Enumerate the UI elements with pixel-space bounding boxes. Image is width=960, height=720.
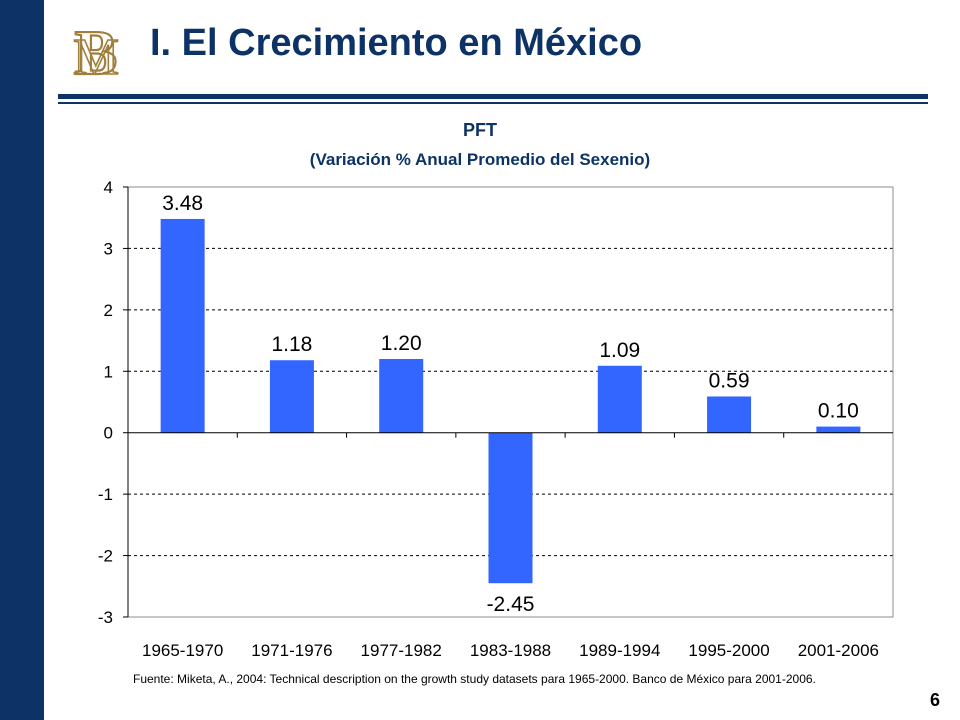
source-note: Fuente: Miketa, A., 2004: Technical desc… bbox=[133, 672, 816, 686]
title-rule-thin bbox=[58, 102, 928, 104]
x-tick-label: 1971-1976 bbox=[251, 641, 332, 660]
x-tick-label: 1989-1994 bbox=[579, 641, 660, 660]
chart-subtitle: (Variación % Anual Promedio del Sexenio) bbox=[309, 150, 651, 169]
bar bbox=[160, 218, 205, 433]
bar bbox=[488, 432, 533, 584]
data-label: 0.59 bbox=[709, 369, 750, 392]
data-label: 0.10 bbox=[818, 400, 859, 423]
x-tick-label: 1983-1988 bbox=[470, 641, 551, 660]
title-rule-thick bbox=[58, 94, 928, 99]
bar bbox=[597, 365, 642, 433]
x-tick-label: 1977-1982 bbox=[361, 641, 442, 660]
bar bbox=[816, 426, 861, 433]
logo-letter-b: B bbox=[75, 17, 118, 86]
bars bbox=[160, 218, 861, 584]
axes bbox=[123, 186, 894, 618]
sidebar-band bbox=[0, 0, 44, 720]
x-tick-label: 1965-1970 bbox=[142, 641, 223, 660]
y-tick-label: 0 bbox=[104, 424, 113, 443]
y-tick-label: 3 bbox=[104, 239, 113, 258]
data-label: 1.20 bbox=[381, 332, 422, 355]
bar bbox=[269, 360, 314, 433]
page-number: 6 bbox=[930, 690, 941, 710]
y-tick-label: -3 bbox=[98, 608, 113, 627]
y-tick-label: -2 bbox=[98, 547, 113, 566]
bar bbox=[707, 396, 752, 433]
chart-title: PFT bbox=[463, 120, 497, 140]
data-label: 1.09 bbox=[599, 339, 640, 362]
bar-chart: 4 3 2 1 0 -1 -2 -3 3.48 1965-1970 1.18 1971-1976 1.2… bbox=[98, 178, 894, 660]
slide-title: I. El Crecimiento en México bbox=[150, 22, 643, 64]
logo-letter-m: M bbox=[73, 29, 119, 86]
data-label: 1.18 bbox=[271, 333, 312, 356]
data-label: -2.45 bbox=[487, 593, 535, 616]
y-tick-label: -1 bbox=[98, 485, 113, 504]
x-tick-label: 1995-2000 bbox=[688, 641, 769, 660]
y-tick-label: 2 bbox=[104, 301, 113, 320]
y-tick-label: 4 bbox=[104, 178, 113, 197]
grid-lines bbox=[128, 247, 893, 557]
bank-logo: B M bbox=[72, 16, 120, 86]
labels: 4 3 2 1 0 -1 -2 -3 3.48 1965-1970 1.18 1971-1976 1.2… bbox=[98, 178, 879, 660]
y-tick-label: 1 bbox=[104, 362, 113, 381]
data-label: 3.48 bbox=[162, 192, 203, 215]
bar bbox=[379, 359, 424, 433]
x-tick-label: 2001-2006 bbox=[798, 641, 879, 660]
